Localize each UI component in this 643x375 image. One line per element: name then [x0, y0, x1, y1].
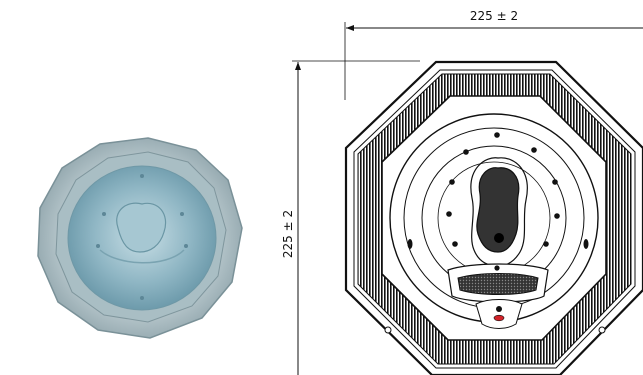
- side-jet: [407, 239, 413, 249]
- photo-seat: [116, 202, 167, 253]
- outer-shell-inner-edge: [353, 69, 636, 369]
- jet: [494, 132, 500, 138]
- jet: [452, 241, 458, 247]
- width-dimension: 225 ± 2: [344, 9, 643, 100]
- photo-jet: [180, 212, 184, 216]
- photo-jet: [102, 212, 106, 216]
- filter-grille: [457, 273, 539, 295]
- jet: [463, 149, 469, 155]
- height-dimension: 225 ± 2: [281, 60, 420, 375]
- jet: [554, 213, 560, 219]
- side-jet: [583, 239, 589, 249]
- lounger-outline: [470, 157, 528, 267]
- photo-seat-ridge: [99, 249, 185, 264]
- control-panel-area: [475, 299, 523, 329]
- height-arrow-top: [295, 62, 301, 70]
- width-arrow-left: [346, 25, 354, 31]
- photo-jet: [140, 174, 144, 178]
- drain-icon: [494, 233, 504, 243]
- jet: [446, 211, 452, 217]
- photo-jet: [184, 244, 188, 248]
- control-button-black: [496, 306, 502, 312]
- corner-fitting: [384, 326, 392, 334]
- height-label: 225 ± 2: [281, 210, 295, 258]
- corner-fitting: [598, 326, 606, 334]
- hot-tub-top-view-drawing: [344, 60, 643, 375]
- photo-jet: [140, 296, 144, 300]
- lounger-seat: [476, 167, 520, 253]
- hot-tub-photo-icon: [37, 137, 243, 339]
- jet: [552, 179, 558, 185]
- jet: [449, 179, 455, 185]
- control-button-red: [493, 314, 505, 322]
- jet: [531, 147, 537, 153]
- width-label: 225 ± 2: [470, 9, 518, 23]
- jet: [494, 265, 500, 271]
- photo-jet: [96, 244, 100, 248]
- jet: [543, 241, 549, 247]
